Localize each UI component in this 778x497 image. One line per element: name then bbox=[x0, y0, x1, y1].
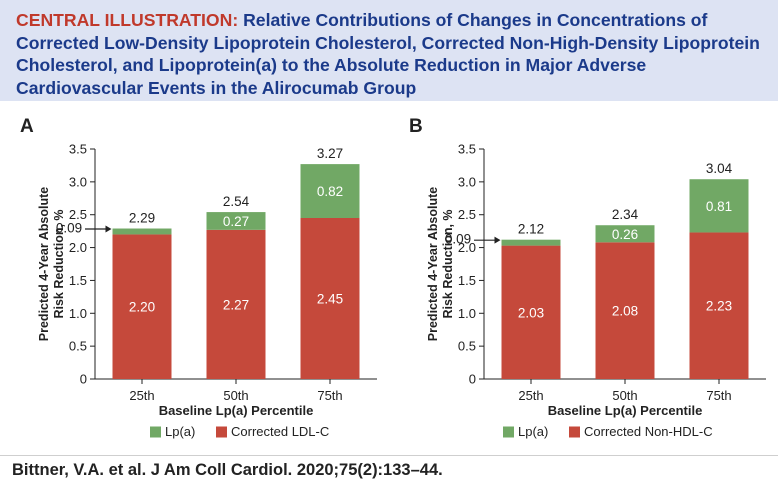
data-label-cholesterol: 2.27 bbox=[223, 297, 249, 312]
data-label-lpa: 0.09 bbox=[56, 221, 82, 236]
y-tick-label: 3.0 bbox=[69, 174, 87, 189]
y-tick-label: 2.5 bbox=[69, 207, 87, 222]
figure-title-text: Relative Contributions of Changes in Con… bbox=[16, 10, 760, 98]
data-label-cholesterol: 2.08 bbox=[612, 304, 638, 319]
citation: Bittner, V.A. et al. J Am Coll Cardiol. … bbox=[12, 461, 443, 479]
y-tick-label: 2.0 bbox=[458, 240, 476, 255]
y-tick-label: 1.0 bbox=[458, 306, 476, 321]
chart-svg: B 0 0.5 1.0 1.5 2.0 2.5 3.0 3.5 Predicted 4-Year … bbox=[409, 116, 766, 439]
x-tick-label: 75th bbox=[706, 388, 731, 403]
y-tick-label: 0 bbox=[80, 372, 87, 387]
panel-label: A bbox=[20, 116, 34, 137]
data-label-lpa: 0.26 bbox=[612, 227, 638, 242]
legend-label-lpa: Lp(a) bbox=[165, 424, 195, 439]
callout-arrowhead bbox=[494, 236, 501, 244]
y-tick-label: 2.0 bbox=[69, 240, 87, 255]
data-label-cholesterol: 2.23 bbox=[706, 299, 732, 314]
bar-segment-lpa bbox=[501, 239, 561, 246]
bar-segment-lpa bbox=[300, 164, 360, 218]
data-label-lpa: 0.82 bbox=[317, 184, 343, 199]
y-tick-label: 3.0 bbox=[458, 174, 476, 189]
x-tick-label: 50th bbox=[223, 388, 248, 403]
y-axis-title: Predicted 4-Year AbsoluteRisk Reduction,… bbox=[37, 187, 66, 341]
y-axis-title: Predicted 4-Year AbsoluteRisk Reduction,… bbox=[426, 187, 455, 341]
x-tick-label: 25th bbox=[518, 388, 543, 403]
data-label-total: 2.54 bbox=[223, 194, 250, 209]
data-label-lpa: 0.09 bbox=[445, 232, 471, 247]
legend-label-chol: Corrected Non-HDL-C bbox=[584, 424, 713, 439]
x-tick-label: 25th bbox=[129, 388, 154, 403]
y-axis-title-line: Predicted 4-Year Absolute bbox=[426, 187, 440, 341]
y-tick-label: 3.5 bbox=[69, 142, 87, 157]
bar-segment-cholesterol bbox=[206, 229, 266, 379]
bar-segment-lpa bbox=[689, 179, 749, 233]
data-label-lpa: 0.27 bbox=[223, 214, 249, 229]
y-tick-label: 1.5 bbox=[458, 273, 476, 288]
legend-label-chol: Corrected LDL-C bbox=[231, 424, 329, 439]
data-label-lpa: 0.81 bbox=[706, 199, 732, 214]
bar-segment-cholesterol bbox=[595, 242, 655, 379]
bar-segment-cholesterol bbox=[112, 234, 172, 379]
legend-label-lpa: Lp(a) bbox=[518, 424, 548, 439]
data-label-total: 2.12 bbox=[518, 222, 544, 237]
x-axis-title: Baseline Lp(a) Percentile bbox=[548, 403, 703, 418]
bar-segment-lpa bbox=[206, 212, 266, 230]
chart-panel-a: A 0 0.5 1.0 1.5 2.0 2.5 3.0 3.5 Predicted 4-Year … bbox=[0, 101, 389, 456]
bar-segment-lpa bbox=[595, 225, 655, 243]
y-tick-label: 3.5 bbox=[458, 142, 476, 157]
y-tick-label: 0.5 bbox=[69, 339, 87, 354]
data-label-total: 3.04 bbox=[706, 161, 733, 176]
y-axis-title-line: Risk Reduction, % bbox=[441, 209, 455, 318]
data-label-total: 3.27 bbox=[317, 146, 343, 161]
data-label-total: 2.34 bbox=[612, 207, 639, 222]
legend-swatch-lpa bbox=[150, 426, 161, 438]
data-label-cholesterol: 2.45 bbox=[317, 292, 343, 307]
legend-swatch-lpa bbox=[503, 426, 514, 438]
x-tick-label: 50th bbox=[612, 388, 637, 403]
bar-segment-lpa bbox=[112, 228, 172, 235]
y-tick-label: 0.5 bbox=[458, 339, 476, 354]
footer-divider bbox=[0, 455, 778, 456]
panel-label: B bbox=[409, 116, 423, 137]
bar-segment-cholesterol bbox=[689, 232, 749, 379]
y-axis-title-line: Predicted 4-Year Absolute bbox=[37, 187, 51, 341]
bar-segment-cholesterol bbox=[501, 245, 561, 379]
y-tick-label: 0 bbox=[469, 372, 476, 387]
callout-arrowhead bbox=[105, 225, 112, 233]
y-axis-title-line: Risk Reduction, % bbox=[52, 209, 66, 318]
chart-panel-b: B 0 0.5 1.0 1.5 2.0 2.5 3.0 3.5 Predicted 4-Year … bbox=[389, 101, 778, 456]
bar-segment-cholesterol bbox=[300, 218, 360, 379]
data-label-cholesterol: 2.03 bbox=[518, 305, 544, 320]
x-tick-label: 75th bbox=[317, 388, 342, 403]
legend-swatch-chol bbox=[216, 426, 227, 438]
y-tick-label: 2.5 bbox=[458, 207, 476, 222]
x-axis-title: Baseline Lp(a) Percentile bbox=[159, 403, 314, 418]
figure-title: CENTRAL ILLUSTRATION: Relative Contribut… bbox=[16, 9, 766, 99]
y-tick-label: 1.0 bbox=[69, 306, 87, 321]
y-tick-label: 1.5 bbox=[69, 273, 87, 288]
data-label-cholesterol: 2.20 bbox=[129, 300, 155, 315]
chart-svg: A 0 0.5 1.0 1.5 2.0 2.5 3.0 3.5 Predicted 4-Year … bbox=[20, 116, 377, 439]
header-banner: CENTRAL ILLUSTRATION: Relative Contribut… bbox=[0, 0, 778, 101]
figure-title-lead: CENTRAL ILLUSTRATION: bbox=[16, 10, 239, 30]
data-label-total: 2.29 bbox=[129, 211, 155, 226]
legend-swatch-chol bbox=[569, 426, 580, 438]
